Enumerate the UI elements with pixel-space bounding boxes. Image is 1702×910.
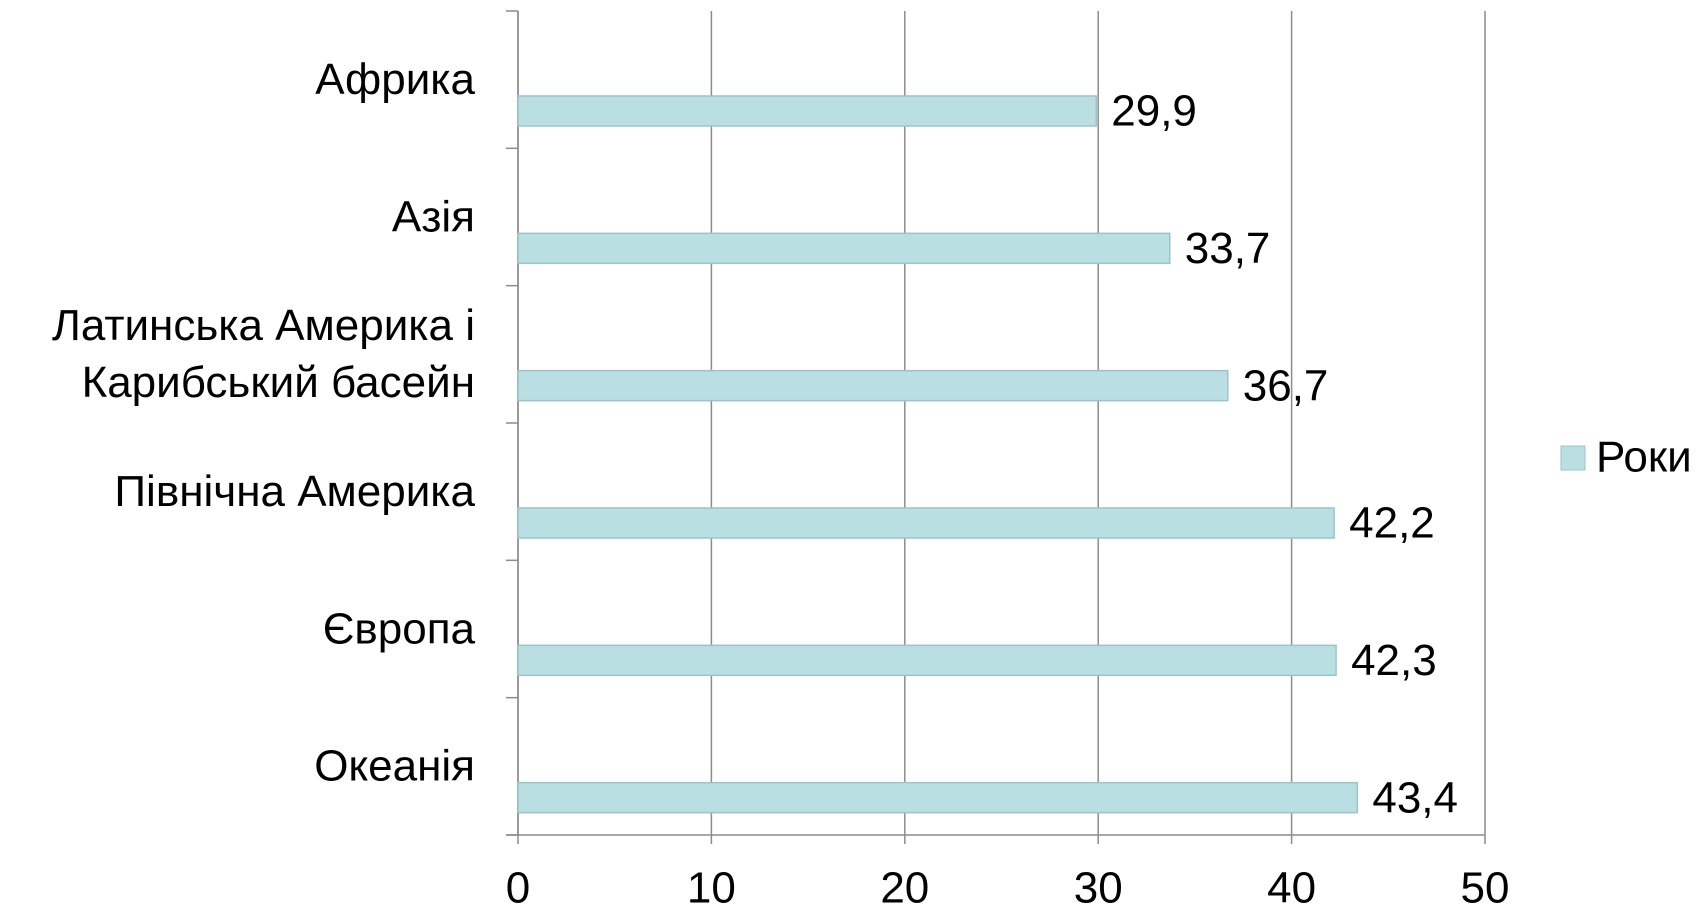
x-tick-label: 50 bbox=[1461, 864, 1510, 910]
bar bbox=[517, 781, 1359, 814]
x-tick-label: 30 bbox=[1074, 864, 1123, 910]
x-tick-label: 20 bbox=[880, 864, 929, 910]
data-label: 42,2 bbox=[1349, 499, 1435, 548]
y-tick-label: Європа bbox=[323, 604, 476, 653]
x-tick-label: 40 bbox=[1267, 864, 1316, 910]
y-tick-label: Африка bbox=[315, 55, 475, 104]
bar bbox=[517, 644, 1337, 677]
x-tick-label: 10 bbox=[687, 864, 736, 910]
y-tick-label: Латинська Америка і Карибський басейн bbox=[52, 301, 475, 407]
bar bbox=[517, 232, 1171, 265]
data-label: 36,7 bbox=[1243, 361, 1329, 410]
y-tick-label: Азія bbox=[392, 192, 475, 241]
bar bbox=[517, 507, 1335, 539]
x-tick-label: 0 bbox=[506, 864, 530, 910]
data-label: 42,3 bbox=[1351, 636, 1437, 685]
bar bbox=[517, 369, 1229, 402]
y-tick-label: Океанія bbox=[314, 741, 475, 790]
legend-label: Роки bbox=[1596, 433, 1692, 482]
legend-swatch bbox=[1560, 445, 1586, 471]
data-label: 29,9 bbox=[1111, 87, 1197, 136]
data-label: 33,7 bbox=[1185, 224, 1271, 273]
y-tick-label: Північна Америка bbox=[114, 467, 475, 516]
data-label: 43,4 bbox=[1372, 773, 1458, 822]
bar bbox=[517, 95, 1098, 127]
